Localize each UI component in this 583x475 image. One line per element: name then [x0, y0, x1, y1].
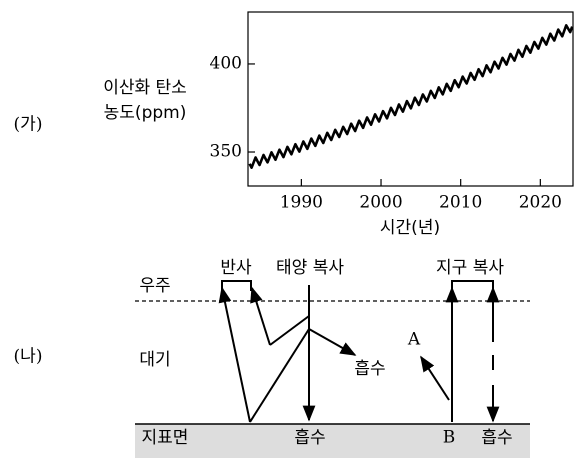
data-line: [248, 24, 574, 169]
surface-band: [135, 424, 530, 458]
region-label: 대기: [139, 350, 170, 370]
x-tick-label: 2000: [359, 193, 402, 213]
absorption-label: 흡수: [481, 428, 512, 448]
point-label: A: [407, 330, 421, 350]
absorption-label: 흡수: [294, 428, 325, 448]
ray: [269, 315, 310, 346]
reflection-label: 반사: [220, 258, 252, 278]
x-tick-label: 2020: [519, 193, 562, 213]
y-axis-label: 이산화 탄소: [103, 78, 187, 98]
panel-label: (나): [14, 347, 43, 367]
chart: 이산화 탄소 농도(ppm) 시간(년) 350 400 1990 2000 2010 2…: [103, 11, 574, 238]
y-axis-label: 농도(ppm): [104, 103, 187, 123]
bracket: [221, 280, 252, 291]
reflected-ray: [218, 286, 251, 423]
x-axis-label: 시간(년): [380, 218, 440, 238]
x-tick-label: 2010: [439, 193, 482, 213]
diagram: 우주 대기 지표면 반사 태양 복사 지구 복사 흡수 흡수 A B 흡수: [135, 258, 530, 458]
y-tick-label: 400: [210, 53, 242, 73]
region-label: 우주: [139, 276, 170, 296]
terrestrial-label: 지구 복사: [436, 258, 504, 278]
bracket: [451, 280, 494, 291]
panel-label: (가): [14, 115, 43, 135]
y-tick-label: 350: [210, 142, 242, 162]
point-label: B: [443, 428, 456, 448]
solar-label: 태양 복사: [276, 258, 344, 278]
x-tick-label: 1990: [280, 193, 323, 213]
earth-ray: [420, 355, 450, 401]
region-label: 지표면: [142, 428, 189, 448]
absorption-label: 흡수: [354, 359, 385, 379]
absorbed-ray: [308, 328, 357, 356]
reflected-ray: [250, 286, 271, 346]
plot-frame: [247, 11, 574, 187]
ray: [249, 328, 310, 423]
